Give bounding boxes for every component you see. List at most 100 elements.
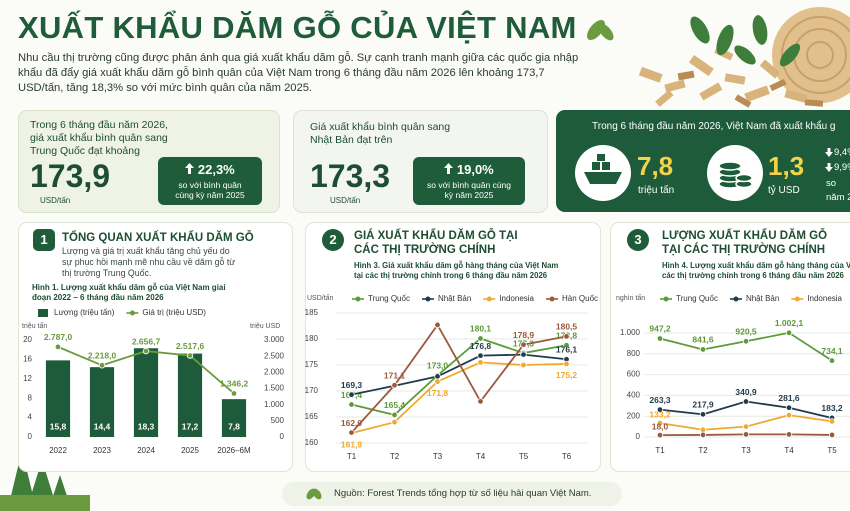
summary-volume-unit: triệu tấn	[638, 185, 675, 196]
change-badge: 22,3% so với bình quân cùng kỳ năm 2025	[158, 157, 262, 205]
summary-value: 1,3	[768, 151, 805, 181]
card-value: 173,3	[310, 158, 391, 194]
panel-description: Lượng và giá trị xuất khẩu tăng chủ yếu …	[62, 246, 236, 278]
intro: Nhu cầu thị trường cũng được phản ánh qu…	[18, 52, 579, 94]
legend-label: Trung Quốc	[676, 294, 718, 303]
y-tick-label: 170	[305, 386, 319, 395]
series-line	[350, 323, 567, 434]
x-tick-label: T4	[784, 446, 794, 455]
card-text: Giá xuất khẩu bình quân sang Nhật Bản đạ…	[310, 121, 451, 146]
point-value-label: 1.346,2	[220, 379, 249, 389]
y-tick-label: 800	[627, 349, 641, 358]
summary-change: 9,9%	[834, 162, 850, 173]
point-value-label: 169,3	[341, 380, 363, 390]
change-note: so với bình quân cùng kỳ năm 2025	[175, 180, 245, 200]
point	[742, 423, 750, 430]
panel-number: 2	[322, 229, 344, 251]
x-tick-label: T5	[519, 452, 529, 461]
legend-marker	[486, 296, 492, 302]
x-tick-label: T6	[562, 452, 572, 461]
point	[785, 431, 793, 438]
chart-title: Hình 4. Lượng xuất khẩu dăm gỗ hàng thán…	[662, 261, 850, 280]
x-tick-label: 2024	[137, 446, 155, 455]
point-value-label: 263,3	[649, 395, 671, 405]
y-tick-label: 0	[28, 432, 33, 441]
point	[391, 419, 398, 426]
bar-value-label: 18,3	[138, 421, 155, 431]
point	[477, 398, 484, 405]
y2-tick-label: 500	[271, 416, 285, 425]
series-line	[351, 337, 567, 416]
x-tick-label: T3	[433, 452, 443, 461]
summary-change: 9,4%	[834, 147, 850, 158]
point	[828, 431, 836, 439]
panel-number: 1	[33, 229, 55, 251]
x-tick-label: T3	[741, 446, 751, 455]
card-unit: USD/tấn	[40, 196, 71, 205]
point	[828, 418, 836, 425]
x-tick-label: T1	[655, 446, 665, 455]
point-value-label: 183,2	[821, 403, 843, 413]
point	[656, 431, 664, 439]
point-value-label: 18,0	[652, 421, 669, 431]
y-tick-label: 12	[23, 374, 32, 383]
card-unit: USD/tấn	[330, 196, 361, 205]
point	[142, 347, 150, 355]
y-tick-label: 8	[28, 393, 33, 402]
point	[699, 426, 707, 433]
point-value-label: 920,5	[735, 327, 757, 337]
point-value-label: 180,5	[556, 322, 578, 332]
point	[742, 338, 750, 345]
point	[348, 401, 355, 408]
title-leaf	[587, 20, 614, 41]
y-tick-label: 20	[23, 335, 32, 344]
chart-title: Hình 1. Lượng xuất khẩu dăm gỗ của Việt …	[32, 283, 226, 302]
y-tick-label: 1.000	[620, 328, 641, 337]
x-tick-label: 2022	[49, 446, 67, 455]
bar-value-label: 7,8	[228, 421, 240, 431]
summary-volume: 7,8	[637, 151, 674, 181]
point	[785, 411, 793, 419]
point-value-label: 162,0	[341, 418, 363, 428]
panel-title: GIÁ XUẤT KHẨU DĂM GỖ TẠI CÁC THỊ TRƯỜNG …	[354, 230, 518, 256]
x-tick-label: T2	[390, 452, 400, 461]
down-arrows	[825, 148, 833, 172]
series-line	[659, 331, 833, 362]
ship-icon	[575, 145, 631, 201]
legend-label: Nhật Bản	[746, 294, 779, 303]
x-tick-label: T5	[827, 446, 837, 455]
point	[520, 351, 527, 358]
y-tick-label: 175	[305, 360, 319, 369]
y2-tick-label: 1.500	[264, 384, 285, 393]
change-value: 22,3%	[197, 162, 235, 177]
y-tick-label: 4	[28, 413, 33, 422]
point	[391, 411, 398, 419]
change-note: so với bình quân cùng kỳ năm 2025	[426, 180, 512, 200]
point-value-label: 176,1	[556, 345, 578, 355]
point-value-label: 173,0	[427, 361, 449, 371]
point-value-label: 217,9	[692, 400, 714, 410]
point	[785, 329, 793, 336]
bar	[89, 367, 115, 437]
change-badge: 19,0% so với bình quân cùng kỳ năm 2025	[413, 157, 525, 205]
point	[656, 419, 664, 427]
y-tick-label: 165	[305, 412, 319, 421]
y-axis-label: triệu tấn	[22, 321, 47, 330]
point	[520, 361, 527, 369]
point	[348, 429, 355, 436]
summary-text: Trong 6 tháng đầu năm 2026, Việt Nam đã …	[592, 121, 836, 132]
point	[477, 335, 484, 342]
y-tick-label: 200	[627, 411, 641, 420]
chart-title: Hình 3. Giá xuất khẩu dăm gỗ hàng tháng …	[354, 261, 559, 280]
y-tick-label: 180	[305, 334, 319, 343]
bar	[45, 360, 71, 437]
legend-marker	[794, 296, 800, 302]
legend-marker	[355, 296, 361, 302]
point	[477, 359, 484, 366]
point	[434, 373, 441, 380]
point	[699, 346, 707, 353]
point-value-label: 180,1	[470, 324, 492, 334]
series-line	[351, 361, 567, 434]
panel-title: LƯỢNG XUẤT KHẨU DĂM GỖ TẠI CÁC THỊ TRƯỜN…	[662, 230, 828, 256]
point-value-label: 175,2	[556, 370, 578, 380]
